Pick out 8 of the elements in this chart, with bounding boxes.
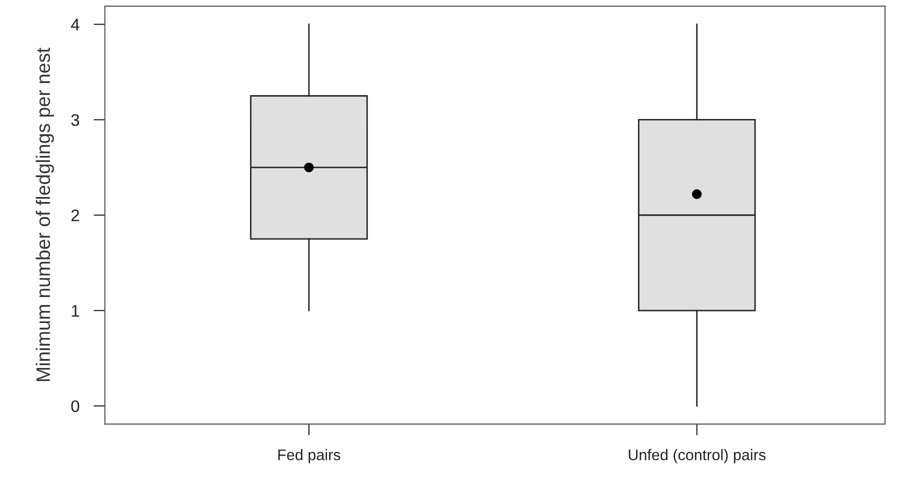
y-tick-label: 0	[71, 400, 80, 412]
y-tick-label: 1	[72, 305, 80, 317]
x-tick-label: Fed pairs	[278, 449, 340, 464]
y-tick-label: 2	[71, 210, 80, 222]
y-axis-title: Minimum number of fledglings per nest	[36, 48, 54, 382]
x-tick-label: Unfed (control) pairs	[628, 449, 766, 464]
y-tick-label: 3	[71, 114, 80, 126]
y-tick-label: 4	[70, 18, 80, 30]
